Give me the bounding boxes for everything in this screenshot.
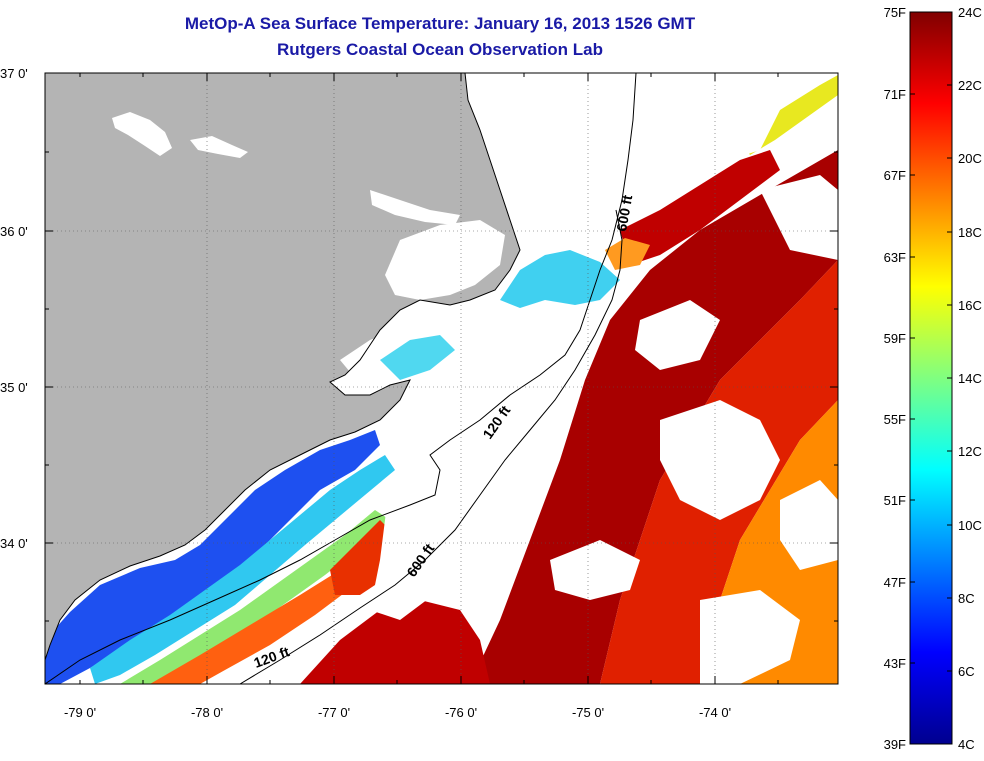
contour-120ft (45, 73, 637, 684)
cloud-mask-north-2 (760, 175, 838, 260)
colorbar-c-label: 22C (958, 78, 982, 93)
lon-label-76: -76 0' (444, 705, 478, 720)
cloud-mask-offshore-4 (780, 480, 838, 570)
map-subtitle: Rutgers Coastal Ocean Observation Lab (277, 40, 603, 59)
inland-water (112, 112, 505, 372)
colorbar-c-label: 14C (958, 371, 982, 386)
cyan-nearshore-band (90, 455, 395, 684)
map-frame (44, 72, 839, 685)
cloud-mask-layer (370, 95, 838, 684)
lat-label-34: 34 0' (0, 536, 28, 551)
cold-coastal-water (45, 430, 380, 684)
lon-label-75: -75 0' (571, 705, 605, 720)
cloud-mask-shelf (370, 320, 575, 620)
graticule (45, 73, 838, 684)
colorbar-c-label: 10C (958, 518, 982, 533)
colorbar-c-label: 16C (958, 298, 982, 313)
map-plot-area: 600 ft 120 ft 600 ft 120 ft (45, 73, 838, 684)
colorbar-c-label: 4C (958, 737, 975, 752)
lon-label-78: -78 0' (190, 705, 224, 720)
gulf-stream-core (470, 150, 838, 684)
coastline (45, 73, 521, 661)
contour-label-600ft-north: 600 ft (613, 193, 635, 232)
colorbar-c-label: 12C (958, 444, 982, 459)
colorbar-f-label: 63F (883, 250, 906, 265)
cyan-sound-patch (380, 335, 455, 380)
green-transition-band (120, 510, 390, 684)
colorbar-ticks (910, 84, 952, 672)
reservoir-2 (190, 136, 248, 158)
lon-label-77: -77 0' (317, 705, 351, 720)
river-estuary (340, 330, 400, 372)
colorbar-c-label: 18C (958, 225, 982, 240)
pamlico-sound (385, 220, 505, 300)
axis-ticks (45, 72, 838, 684)
colorbar-c-label: 6C (958, 664, 975, 679)
lat-label-37: 37 0' (0, 66, 28, 81)
lon-label-79: -79 0' (63, 705, 97, 720)
warm-northern-streamer (620, 150, 780, 265)
lon-label-74: -74 0' (698, 705, 732, 720)
warm-shelf-band (150, 548, 385, 684)
cloud-mask-offshore-3 (550, 540, 640, 600)
reservoir-1 (112, 112, 172, 156)
colorbar-f-label: 51F (883, 493, 906, 508)
colorbar-f-label: 55F (883, 412, 906, 427)
colorbar-f-label: 75F (883, 5, 906, 20)
southern-warm-patch (300, 600, 490, 684)
colorbar-f-label: 47F (883, 575, 906, 590)
colorbar-f-label: 71F (883, 87, 906, 102)
contour-600ft (239, 209, 623, 684)
colorbar-f-label: 43F (883, 656, 906, 671)
colorbar-f-label: 39F (883, 737, 906, 752)
land-mass (45, 73, 520, 660)
lat-label-35: 35 0' (0, 380, 28, 395)
cloud-mask-east (700, 590, 800, 684)
cloud-mask-north (640, 95, 780, 175)
cyan-hatteras-patch (500, 250, 620, 308)
orange-streamer-tip (605, 238, 650, 270)
colorbar (909, 11, 953, 745)
colorbar-c-label: 8C (958, 591, 975, 606)
cloud-mask-offshore-1 (635, 300, 720, 370)
sound-channel (370, 190, 460, 225)
map-title: MetOp-A Sea Surface Temperature: January… (184, 14, 696, 33)
colorbar-f-label: 59F (883, 331, 906, 346)
lat-label-36: 36 0' (0, 224, 28, 239)
colorbar-c-label: 24C (958, 5, 982, 20)
colorbar-f-label: 67F (883, 168, 906, 183)
cloud-mask-offshore-2 (660, 400, 780, 520)
colorbar-c-label: 20C (958, 151, 982, 166)
